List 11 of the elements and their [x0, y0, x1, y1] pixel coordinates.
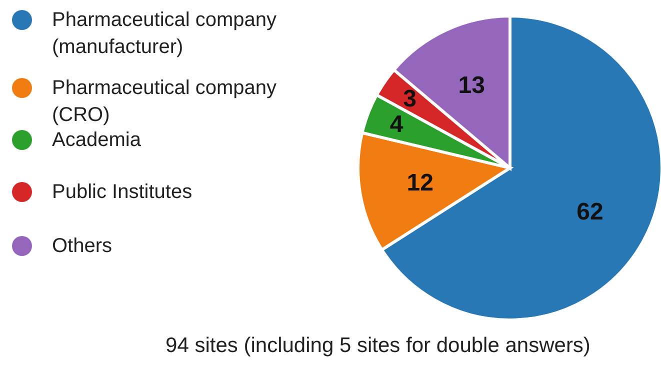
legend-label: Pharmaceutical company (manufacturer): [52, 9, 277, 58]
legend-label: Others: [52, 235, 112, 257]
data-label: 3: [403, 86, 416, 113]
legend-label: Academia: [52, 129, 142, 151]
data-label: 12: [406, 170, 434, 197]
legend-label: Public Institutes: [52, 181, 192, 203]
data-label: 13: [458, 72, 485, 99]
text: 94 sites (including 5 sites for double answers): [166, 334, 590, 357]
data-label: 62: [576, 198, 604, 226]
legend-label: Pharmaceutical company (CRO): [52, 77, 277, 126]
data-label: 4: [390, 110, 404, 138]
